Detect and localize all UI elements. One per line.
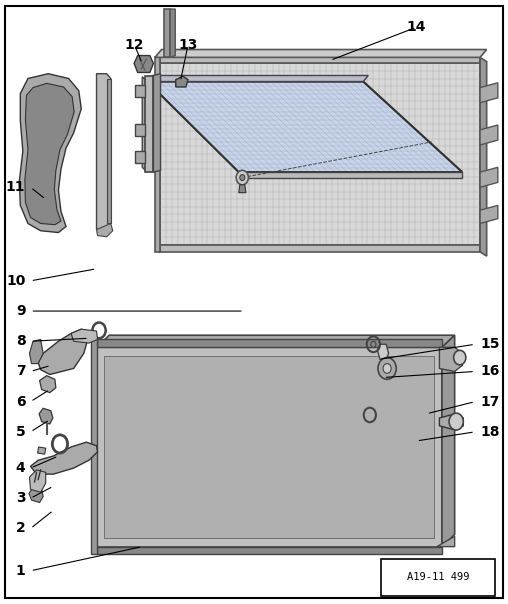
- Text: 15: 15: [480, 337, 499, 352]
- Polygon shape: [155, 50, 487, 57]
- Text: 3: 3: [16, 491, 25, 506]
- Polygon shape: [153, 74, 161, 172]
- Polygon shape: [377, 344, 389, 359]
- Polygon shape: [38, 447, 46, 454]
- Polygon shape: [160, 63, 480, 245]
- Polygon shape: [91, 339, 97, 554]
- Polygon shape: [71, 329, 98, 343]
- Polygon shape: [239, 185, 246, 193]
- Polygon shape: [142, 77, 147, 172]
- Polygon shape: [170, 9, 175, 57]
- Polygon shape: [239, 172, 462, 178]
- FancyBboxPatch shape: [381, 559, 495, 596]
- Polygon shape: [147, 82, 462, 172]
- Text: 4: 4: [16, 461, 25, 475]
- Polygon shape: [439, 414, 463, 430]
- Polygon shape: [164, 9, 170, 57]
- Text: 12: 12: [125, 38, 144, 53]
- Text: 1: 1: [16, 564, 25, 578]
- Polygon shape: [480, 205, 498, 223]
- Polygon shape: [97, 223, 113, 237]
- Text: 13: 13: [178, 38, 198, 53]
- Polygon shape: [480, 83, 498, 103]
- Text: 6: 6: [16, 394, 25, 409]
- Polygon shape: [145, 76, 153, 172]
- Polygon shape: [97, 339, 442, 347]
- Text: 9: 9: [16, 304, 25, 318]
- Polygon shape: [97, 547, 442, 554]
- Polygon shape: [107, 79, 111, 223]
- Text: 16: 16: [480, 364, 499, 379]
- Polygon shape: [40, 376, 56, 393]
- Polygon shape: [97, 347, 442, 547]
- Polygon shape: [97, 74, 111, 230]
- Polygon shape: [480, 57, 487, 256]
- Circle shape: [371, 341, 376, 347]
- Polygon shape: [160, 57, 480, 63]
- Polygon shape: [30, 442, 98, 474]
- Text: 18: 18: [480, 425, 499, 439]
- Text: 7: 7: [16, 364, 25, 379]
- Polygon shape: [39, 408, 53, 424]
- Circle shape: [383, 364, 391, 373]
- Polygon shape: [442, 335, 455, 547]
- Polygon shape: [160, 245, 480, 252]
- Text: 8: 8: [16, 334, 25, 349]
- Polygon shape: [135, 151, 145, 163]
- Polygon shape: [25, 83, 74, 225]
- Circle shape: [454, 350, 466, 365]
- Text: 14: 14: [407, 20, 426, 34]
- Polygon shape: [29, 339, 43, 364]
- Circle shape: [240, 175, 245, 181]
- Polygon shape: [147, 76, 368, 82]
- Polygon shape: [135, 85, 145, 97]
- Text: A19-11 499: A19-11 499: [407, 573, 470, 582]
- Polygon shape: [439, 347, 462, 371]
- Text: 10: 10: [6, 274, 25, 288]
- Polygon shape: [480, 167, 498, 187]
- Circle shape: [449, 413, 463, 430]
- Circle shape: [378, 358, 396, 379]
- Circle shape: [236, 170, 248, 185]
- Polygon shape: [437, 536, 455, 547]
- Polygon shape: [29, 470, 46, 492]
- Text: 5: 5: [16, 425, 25, 439]
- Text: 11: 11: [6, 180, 25, 194]
- Polygon shape: [19, 74, 81, 233]
- Text: 2: 2: [16, 521, 25, 536]
- Polygon shape: [38, 329, 89, 374]
- Polygon shape: [135, 124, 145, 136]
- Polygon shape: [29, 487, 43, 503]
- Polygon shape: [155, 57, 160, 252]
- Text: 17: 17: [480, 394, 499, 409]
- Polygon shape: [134, 56, 153, 72]
- Polygon shape: [97, 335, 455, 347]
- Polygon shape: [480, 125, 498, 145]
- Polygon shape: [176, 76, 188, 87]
- Polygon shape: [104, 356, 434, 538]
